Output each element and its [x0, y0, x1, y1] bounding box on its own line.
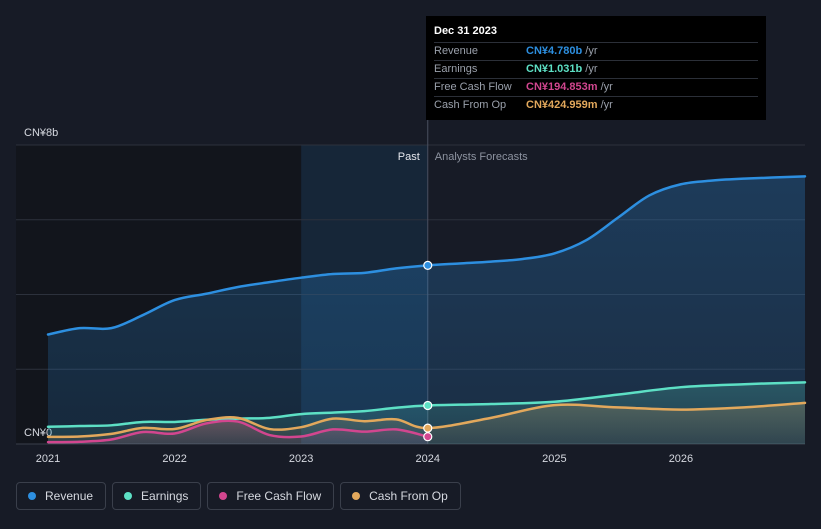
tooltip-row-free-cash-flow: Free Cash Flow CN¥194.853m /yr [434, 79, 758, 97]
forecast-label: Analysts Forecasts [435, 151, 528, 163]
tooltip-row-earnings: Earnings CN¥1.031b /yr [434, 61, 758, 79]
y-axis-max-label: CN¥8b [24, 127, 58, 139]
tooltip-value: CN¥194.853m [526, 81, 598, 93]
tooltip-label: Free Cash Flow [434, 81, 512, 93]
tooltip-unit: /yr [600, 81, 613, 93]
tooltip-unit: /yr [585, 45, 598, 57]
legend-item-cash-from-op[interactable]: Cash From Op [340, 482, 461, 510]
tooltip-value: CN¥424.959m [526, 99, 598, 111]
tooltip-value: CN¥4.780b [526, 45, 583, 57]
tooltip-row-cash-from-op: Cash From Op CN¥424.959m /yr [434, 97, 758, 114]
chart-legend: Revenue Earnings Free Cash Flow Cash Fro… [16, 482, 461, 512]
series-line-revenue [46, 175, 807, 336]
tooltip-label: Earnings [434, 63, 478, 75]
chart-tooltip: Dec 31 2023 Revenue CN¥4.780b /yr Earnin… [426, 16, 766, 120]
x-tick-label: 2021 [36, 453, 60, 465]
series-marker-revenue [423, 260, 433, 270]
series-line-free-cash-flow [46, 419, 430, 444]
tooltip-label: Revenue [434, 45, 479, 57]
tooltip-date: Dec 31 2023 [434, 24, 758, 43]
series-area-revenue [48, 176, 805, 444]
series-line-earnings [46, 381, 807, 429]
tooltip-row-revenue: Revenue CN¥4.780b /yr [434, 43, 758, 61]
tooltip-unit: /yr [600, 99, 613, 111]
x-tick-label: 2026 [669, 453, 693, 465]
legend-dot-icon [124, 492, 133, 500]
legend-item-earnings[interactable]: Earnings [112, 482, 202, 510]
tooltip-label: Cash From Op [434, 99, 507, 111]
legend-item-free-cash-flow[interactable]: Free Cash Flow [207, 482, 335, 510]
series-area-cash-from-op [48, 402, 805, 444]
legend-dot-icon [352, 492, 361, 500]
legend-dot-icon [28, 492, 36, 500]
series-marker-cash-from-op [423, 423, 433, 433]
series-marker-free-cash-flow [423, 432, 433, 442]
x-tick-label: 2022 [162, 453, 186, 465]
legend-label: Earnings [141, 489, 189, 503]
past-label: Past [398, 151, 420, 163]
tooltip-unit: /yr [585, 63, 598, 75]
tooltip-value: CN¥1.031b [526, 63, 583, 75]
series-marker-earnings [423, 400, 433, 411]
legend-item-revenue[interactable]: Revenue [16, 482, 107, 510]
legend-label: Cash From Op [369, 489, 448, 503]
legend-label: Revenue [45, 489, 94, 503]
y-axis-min-label: CN¥0 [24, 427, 52, 439]
x-tick-label: 2024 [416, 453, 440, 465]
series-line-cash-from-op [46, 401, 807, 439]
x-tick-label: 2025 [542, 453, 566, 465]
legend-label: Free Cash Flow [236, 489, 322, 503]
x-tick-label: 2023 [289, 453, 313, 465]
legend-dot-icon [219, 492, 228, 500]
